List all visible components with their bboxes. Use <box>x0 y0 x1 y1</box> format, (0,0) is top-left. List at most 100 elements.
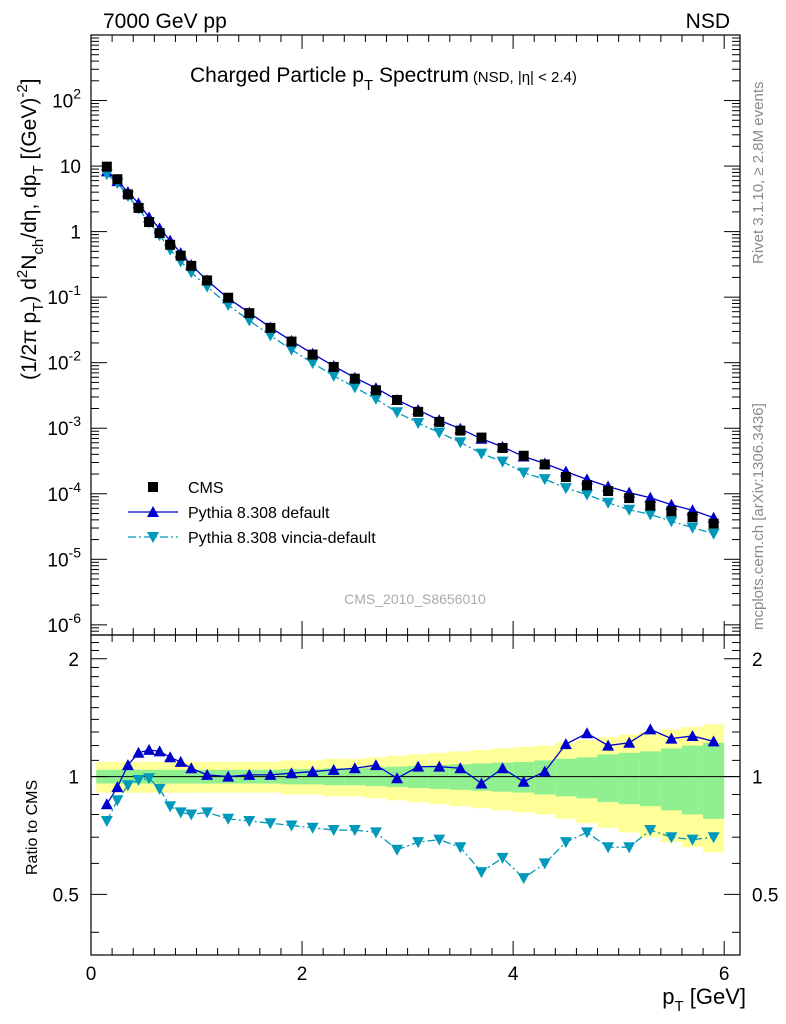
ratio-data-point <box>496 762 509 774</box>
ratio-band-inner <box>618 752 640 805</box>
ratio-data-point <box>580 827 593 839</box>
data-point <box>101 161 112 172</box>
ratio-data-point <box>185 809 198 821</box>
data-point <box>133 202 144 213</box>
data-point <box>644 491 657 503</box>
ratio-data-point <box>327 825 340 837</box>
data-point <box>175 250 186 261</box>
ratio-data-point <box>164 801 177 813</box>
ratio-series-line <box>106 777 714 880</box>
ratio-data-point <box>475 867 488 879</box>
data-point <box>202 275 213 286</box>
side-text-top: Rivet 3.1.10, ≥ 2.8M events <box>750 82 767 265</box>
data-point <box>581 480 592 491</box>
ratio-series-line <box>106 728 714 805</box>
data-point <box>666 506 677 517</box>
data-point <box>144 217 155 228</box>
ratio-data-point <box>538 765 551 777</box>
ratio-data-point <box>602 842 615 854</box>
data-point <box>624 493 635 504</box>
x-tick-label: 0 <box>86 964 97 985</box>
data-point <box>307 349 318 360</box>
data-point <box>186 260 197 271</box>
ratio-band-inner <box>534 760 556 795</box>
data-point <box>602 497 615 509</box>
side-text-bottom: mcplots.cern.ch [arXiv:1306.3436] <box>750 403 767 630</box>
data-point <box>665 516 678 528</box>
ratio-data-point <box>348 825 361 837</box>
ratio-data-point <box>143 773 156 785</box>
ratio-data-point <box>264 818 277 830</box>
data-point <box>154 228 165 239</box>
ratio-data-point <box>623 842 636 854</box>
ratio-band-inner <box>576 757 598 799</box>
ratio-panel: 0 2 4 6 0.5 0.5 1 1 2 2 <box>53 634 778 985</box>
ratio-data-point <box>174 807 187 819</box>
series-line <box>106 173 714 535</box>
ratio-band-inner <box>681 745 704 815</box>
ratio-band-inner <box>492 762 514 792</box>
ratio-y-tick-label: 1 <box>68 768 79 789</box>
data-point <box>518 450 529 461</box>
watermark: CMS_2010_S8656010 <box>344 591 486 607</box>
legend-marker <box>148 482 158 492</box>
ratio-band-inner <box>555 758 577 797</box>
ratio-data-point <box>306 765 319 777</box>
ratio-data-point <box>707 735 720 747</box>
y-tick-label: 10-1 <box>47 282 81 309</box>
ratio-data-point <box>201 768 214 780</box>
main-y-axis-title: (1/2π pT) d2Nch/dη, dpT [(GeV)-2] <box>14 78 47 380</box>
ratio-data-point <box>454 842 467 854</box>
ratio-data-point <box>164 751 177 763</box>
ratio-data-point <box>111 795 124 807</box>
ratio-data-point <box>243 768 256 780</box>
ratio-data-point <box>475 777 488 789</box>
data-point <box>455 425 466 436</box>
y-tick-label: 10-3 <box>47 413 81 440</box>
main-panel: 10-6 10-5 10-4 10-3 10-2 10-1 1 10 102 <box>47 34 741 637</box>
ratio-data-point <box>100 815 113 827</box>
header-right: NSD <box>686 10 730 33</box>
ratio-y-tick-label-right: 0.5 <box>752 885 778 906</box>
data-point <box>476 432 487 443</box>
chart-title: Charged Particle pT Spectrum (NSD, |η| < … <box>190 64 577 94</box>
ratio-data-point <box>391 844 404 856</box>
y-tick-label: 102 <box>52 86 81 113</box>
x-tick-label: 2 <box>297 964 308 985</box>
ratio-data-point <box>391 772 404 784</box>
series-line <box>106 170 714 519</box>
data-point <box>708 518 719 529</box>
data-point <box>433 427 446 439</box>
ratio-data-point <box>433 834 446 846</box>
ratio-data-point <box>132 746 145 758</box>
x-axis-title: pT [GeV] <box>662 984 746 1015</box>
ratio-data-point <box>433 760 446 772</box>
ratio-data-point <box>111 781 124 793</box>
ratio-data-point <box>580 727 593 739</box>
data-point <box>644 509 657 521</box>
y-tick-label: 10-5 <box>47 544 81 571</box>
data-point <box>328 361 339 372</box>
ratio-data-point <box>538 858 551 870</box>
data-point <box>392 394 403 405</box>
y-tick-label: 10-6 <box>47 610 81 637</box>
data-point <box>370 385 381 396</box>
ratio-data-point <box>454 762 467 774</box>
ratio-data-point <box>174 755 187 767</box>
ratio-data-point <box>243 815 256 827</box>
data-point <box>412 418 425 430</box>
ratio-y-tick-label: 2 <box>68 650 79 671</box>
data-point <box>391 407 404 419</box>
legend-label: Pythia 8.308 vincia-default <box>188 530 376 547</box>
ratio-data-point <box>185 762 198 774</box>
data-point <box>686 522 699 534</box>
data-point <box>623 504 636 516</box>
y-tick-label: 10-2 <box>47 348 81 375</box>
data-point <box>349 373 360 384</box>
legend-label: CMS <box>188 480 224 497</box>
data-point <box>223 292 234 303</box>
ratio-y-tick-label-right: 2 <box>752 650 763 671</box>
ratio-frame <box>90 634 741 956</box>
ratio-data-point <box>306 822 319 834</box>
